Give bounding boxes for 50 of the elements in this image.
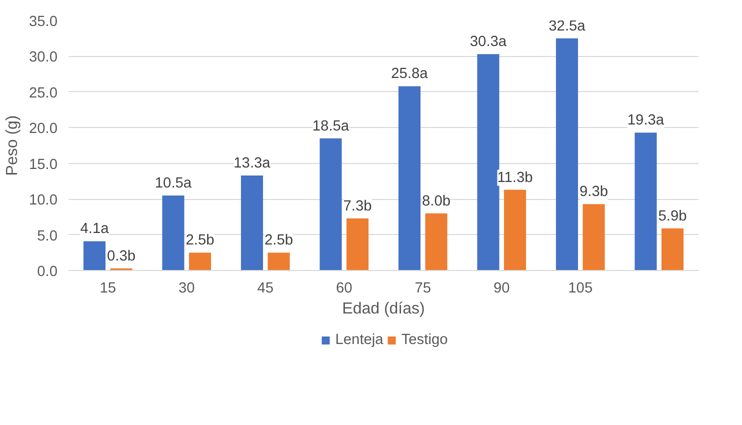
legend-label: Testigo [401,332,448,348]
bar [240,176,264,270]
bar [661,228,684,270]
data-label: 4.1a [80,221,110,238]
data-label: 2.5b [186,232,214,249]
y-tick-label: 5.0 [37,228,58,244]
y-tick-label: 35.0 [28,14,58,30]
x-tick-label: 30 [178,280,195,296]
bar [425,213,448,270]
y-tick-label: 20.0 [28,121,58,138]
data-label: 7.3b [343,198,372,214]
x-tick-label: 15 [100,280,116,296]
data-label: 32.5a [548,18,586,34]
data-label: 0.3b [107,248,136,264]
x-tick-label: 75 [414,280,432,296]
data-label: 10.5a [154,176,192,192]
data-label: 13.3a [234,156,272,172]
data-label: 8.0b [422,193,451,210]
legend-label: Lenteja [335,332,384,348]
y-tick-label: 25.0 [28,85,58,102]
x-tick-label: 105 [568,280,593,296]
bar [477,54,500,270]
bar [188,252,212,270]
y-tick-label: 10.0 [28,192,58,209]
data-label: 25.8a [391,66,429,82]
y-tick-label: 0.0 [37,264,58,280]
x-axis-title: Edad (días) [342,300,425,318]
y-tick-label: 15.0 [28,156,58,173]
bar [268,252,290,270]
data-label: 2.5b [264,232,294,249]
y-tick-label: 30.0 [28,50,58,66]
bar [83,241,106,270]
data-label: 9.3b [580,184,608,200]
data-label: 19.3a [627,112,665,129]
x-tick-label: 45 [257,280,274,296]
data-label: 5.9b [658,208,687,224]
data-label: 11.3b [497,170,533,186]
data-label: 18.5a [312,118,350,134]
bar [162,196,184,270]
bar [504,190,526,270]
bar [398,86,421,270]
x-tick-label: 60 [336,280,352,296]
y-axis-title: Peso (g) [4,115,21,176]
bar [556,38,578,270]
data-label: 30.3a [470,34,508,50]
x-tick-label: 90 [493,280,510,296]
bar [346,218,369,270]
bar [320,138,342,270]
bar [634,132,657,270]
bar [582,204,605,270]
